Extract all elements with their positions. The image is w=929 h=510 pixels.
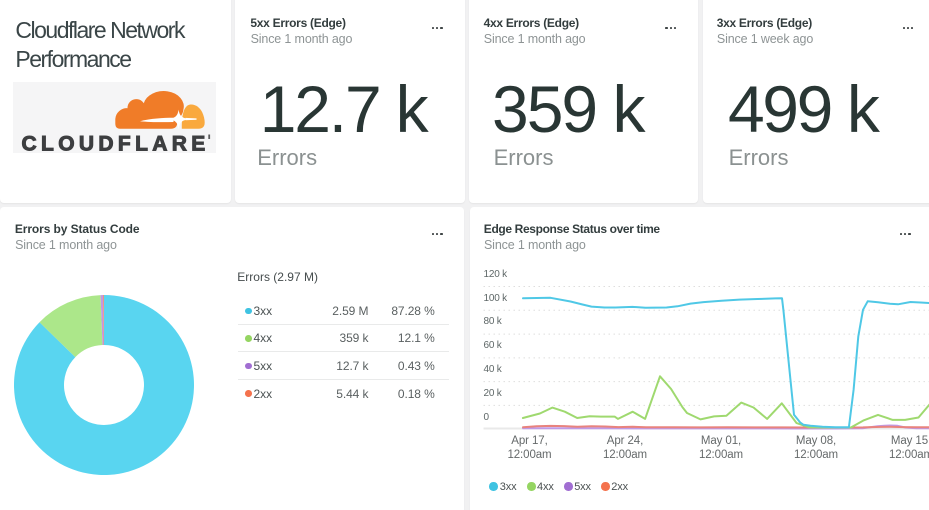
svg-text:CLOUDFLARE: CLOUDFLARE	[22, 132, 210, 153]
